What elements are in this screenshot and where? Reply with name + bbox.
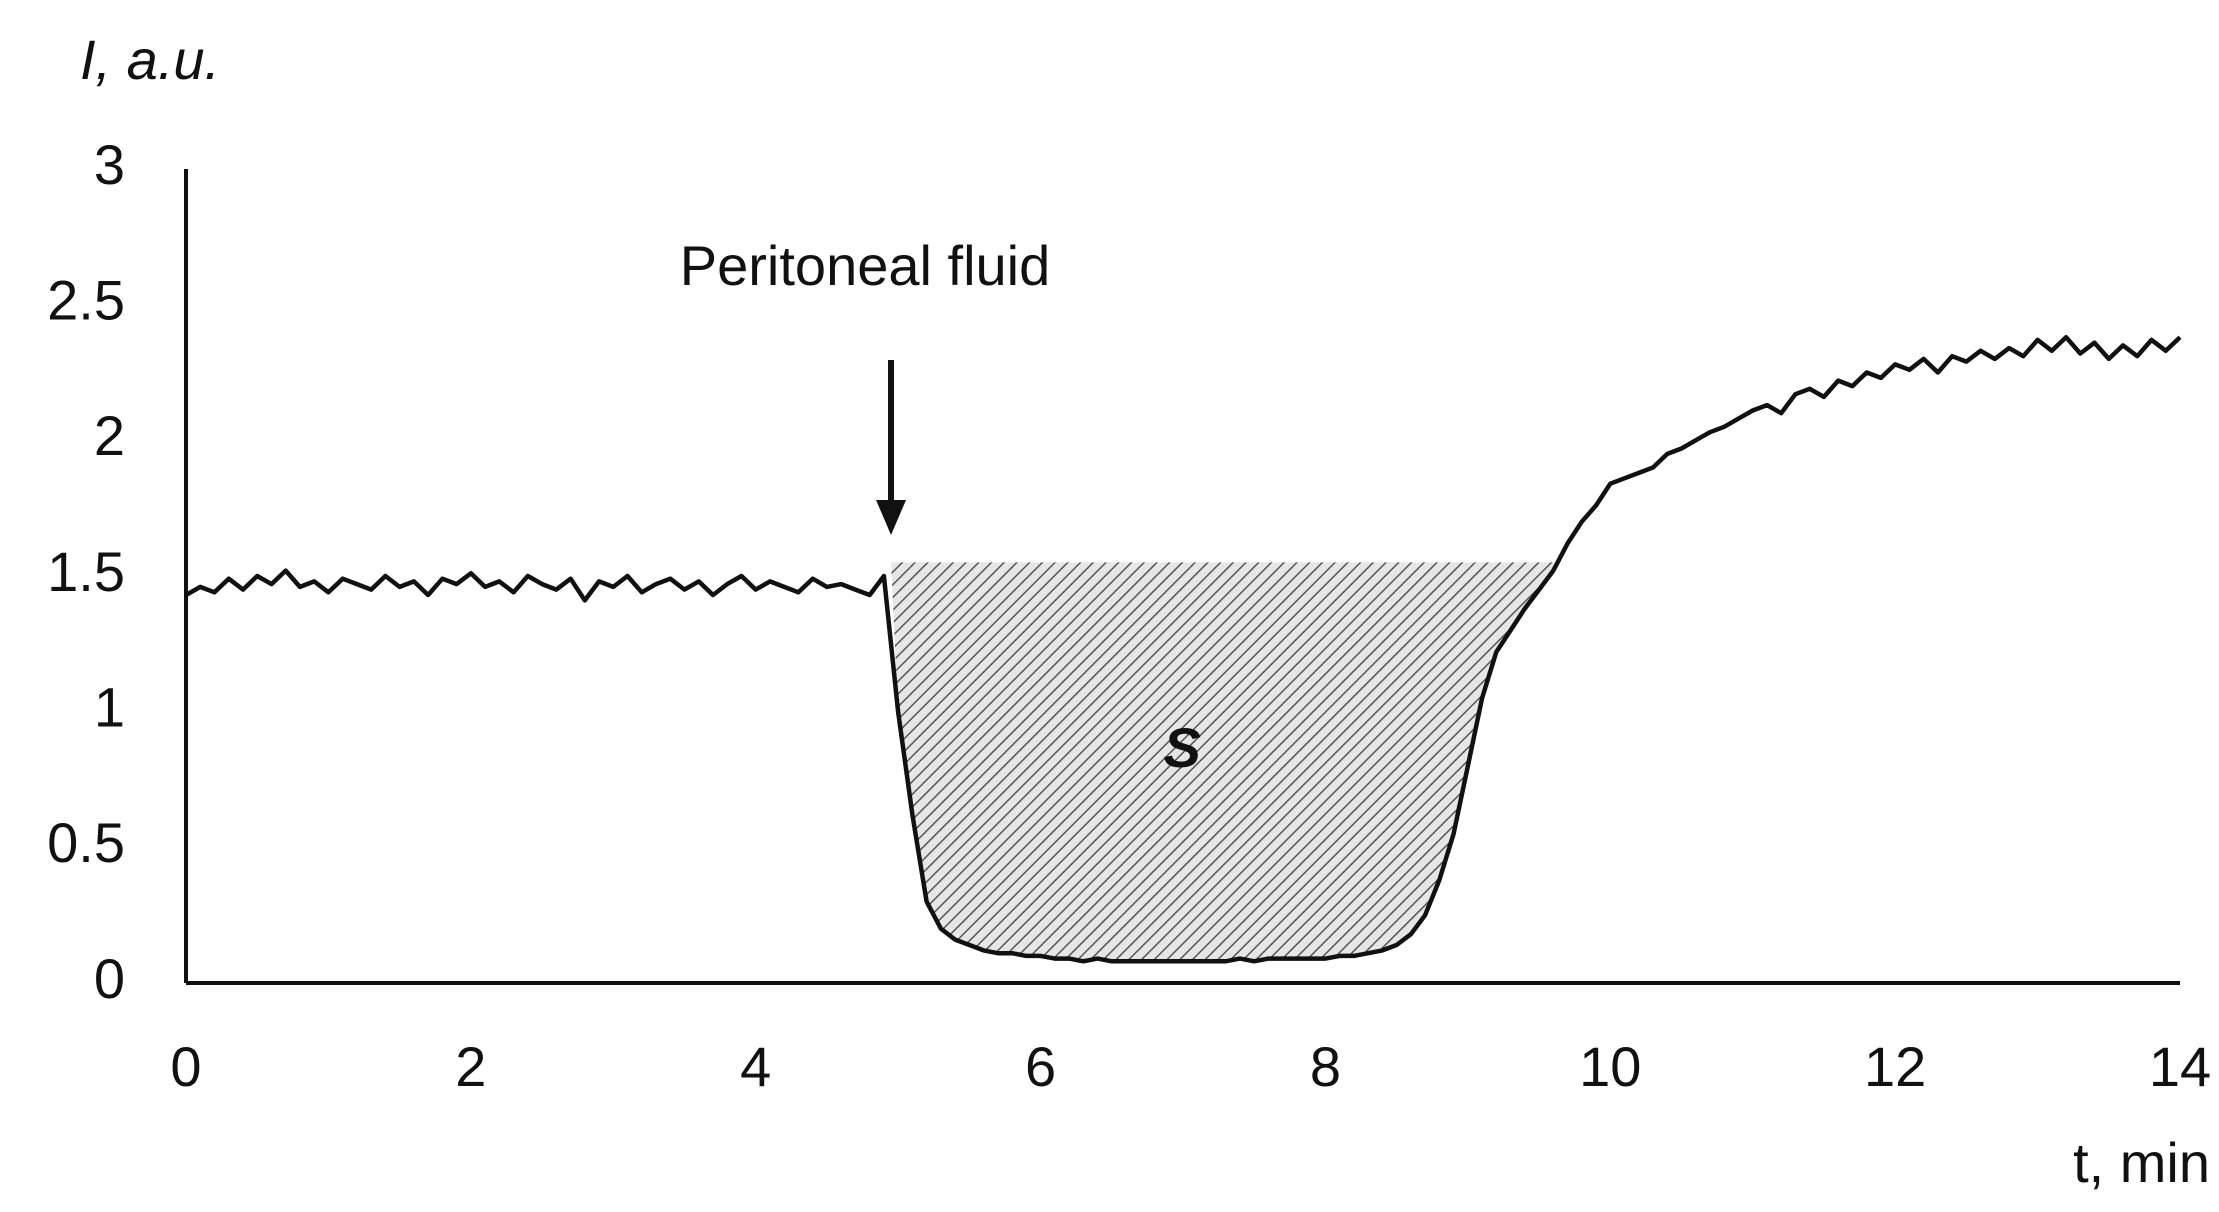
y-tick-label: 1.5 [47, 540, 125, 603]
y-tick-label: 0 [94, 947, 125, 1010]
x-tick-label: 10 [1579, 1035, 1641, 1098]
y-tick-label: 2.5 [47, 268, 125, 331]
region-label: S [1163, 716, 1200, 779]
x-tick-label: 2 [455, 1035, 486, 1098]
y-axis-label: I, a.u. [80, 28, 220, 91]
x-tick-label: 4 [740, 1035, 771, 1098]
shaded-area [891, 562, 1554, 962]
y-tick-label: 3 [94, 133, 125, 196]
x-axis-label: t, min [2073, 1131, 2210, 1194]
x-tick-label: 14 [2149, 1035, 2211, 1098]
data-line [184, 334, 2182, 964]
y-tick-label: 2 [94, 404, 125, 467]
x-tick-label: 8 [1310, 1035, 1341, 1098]
y-tick-label: 0.5 [47, 811, 125, 874]
x-tick-label: 12 [1864, 1035, 1926, 1098]
arrow-head [876, 500, 907, 535]
x-tick-label: 6 [1025, 1035, 1056, 1098]
x-tick-label: 0 [170, 1035, 201, 1098]
annotation-text: Peritoneal fluid [680, 234, 1050, 297]
y-tick-label: 1 [94, 675, 125, 738]
